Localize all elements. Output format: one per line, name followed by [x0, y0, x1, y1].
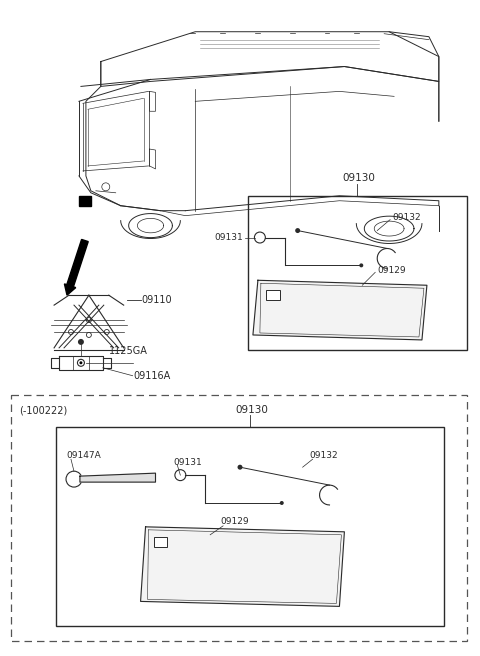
Text: 09147A: 09147A [66, 451, 101, 460]
Text: 1125GA: 1125GA [109, 346, 148, 356]
Bar [154, 537, 168, 546]
Text: 09116A: 09116A [133, 371, 171, 380]
Text: (-100222): (-100222) [19, 405, 68, 415]
Circle shape [71, 476, 77, 483]
Text: 09129: 09129 [377, 266, 406, 275]
Text: 09110: 09110 [142, 295, 172, 305]
Bar [248, 195, 467, 350]
Polygon shape [253, 280, 427, 340]
Bar [12, 395, 467, 641]
Bar [266, 290, 280, 300]
Circle shape [238, 464, 242, 470]
Circle shape [360, 263, 363, 268]
Text: 09131: 09131 [173, 458, 202, 466]
Circle shape [280, 501, 284, 505]
Bar [56, 428, 444, 626]
Text: 09132: 09132 [310, 451, 338, 460]
Circle shape [79, 361, 83, 364]
Text: 09131: 09131 [214, 233, 243, 242]
Circle shape [295, 228, 300, 233]
FancyArrow shape [64, 239, 88, 295]
Polygon shape [80, 473, 156, 482]
Polygon shape [141, 527, 344, 606]
Circle shape [78, 339, 84, 345]
Bar [79, 195, 91, 206]
Text: 09132: 09132 [392, 213, 421, 222]
Text: 09130: 09130 [342, 173, 375, 183]
Text: 09129: 09129 [220, 518, 249, 526]
Text: 09130: 09130 [235, 405, 268, 415]
